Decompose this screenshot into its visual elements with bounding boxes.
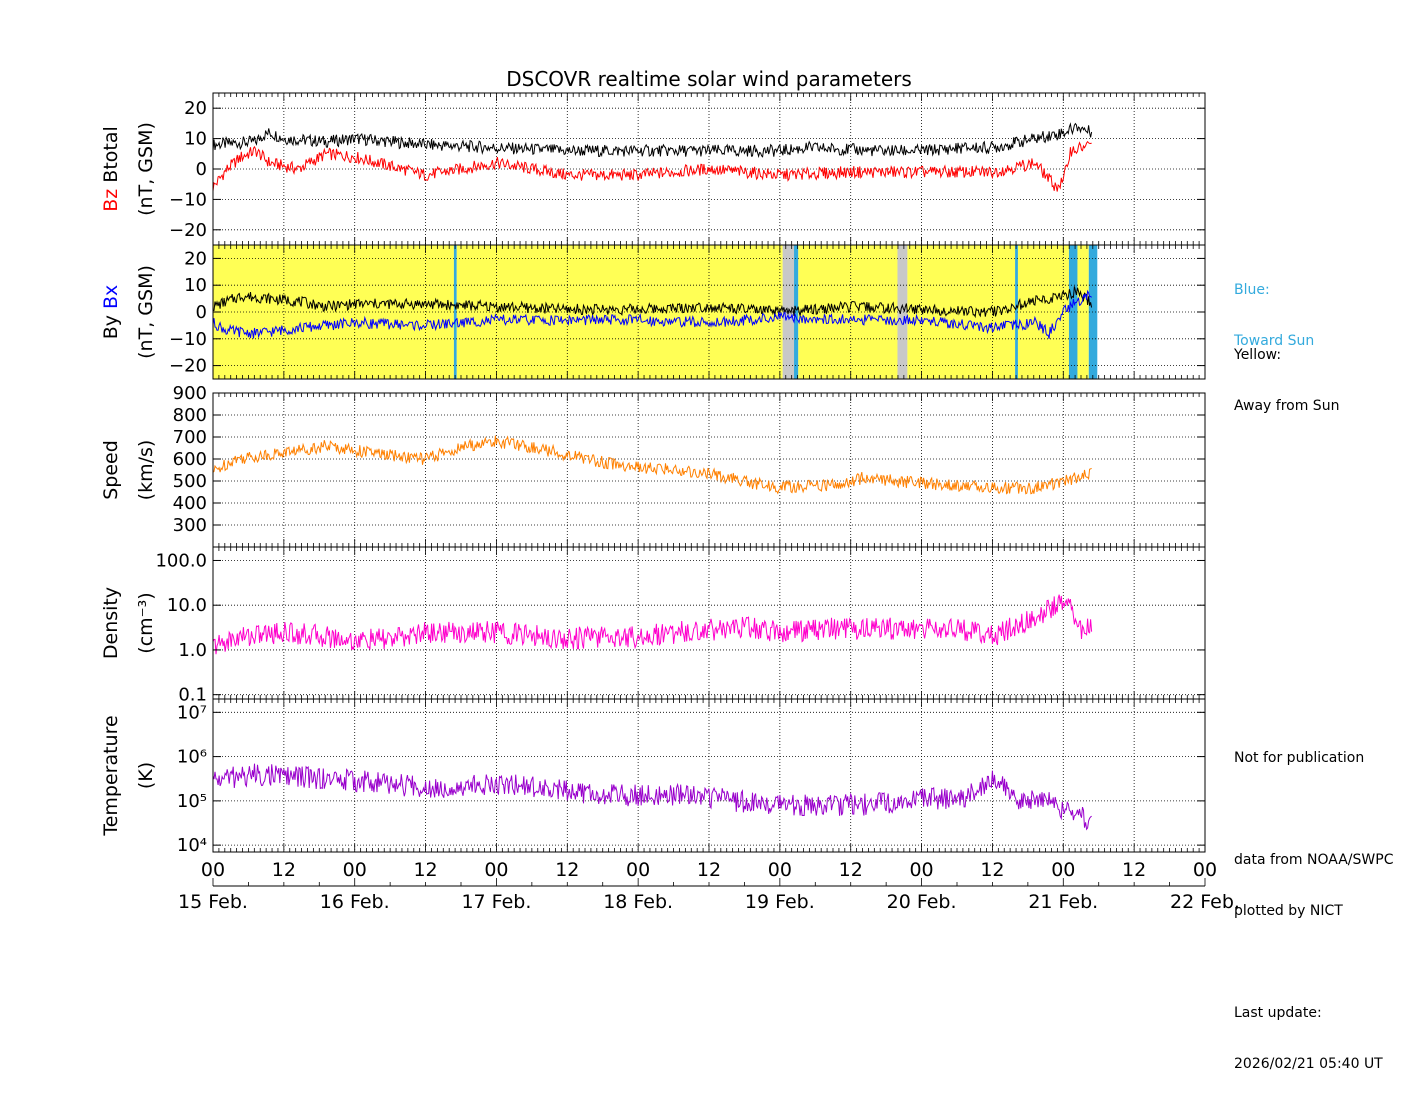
series-line-btotal [212,122,1093,159]
y-tick-label: 10 [184,275,207,296]
y-axis-title-components: Bz Btotal [100,126,122,212]
sector-band-toward [1015,245,1018,379]
y-tick-label: 10⁵ [177,791,207,812]
y-tick-label: 10⁶ [177,747,207,768]
series-line-bz [212,140,1092,192]
y-axis-units: (cm⁻³) [135,592,157,653]
y-axis-title: Density [100,587,122,659]
x-date-label: 15 Feb. [178,891,248,913]
y-tick-label: 900 [173,383,207,404]
series-line-speed [212,435,1092,495]
y-axis-title: Temperature [100,715,122,836]
y-tick-label: 10 [184,129,207,150]
btotal-label: Btotal [100,126,122,182]
y-axis-units: (K) [135,762,157,789]
x-hour-label: 12 [413,859,437,881]
y-axis-title-units: (nT, GSM) [135,265,157,359]
series-line-bx [212,289,1092,339]
y-tick-label: 0.1 [178,685,207,706]
toward-sun-note: Blue: Toward Sun [1234,248,1314,384]
solar-wind-dashboard: DSCOVR realtime solar wind parameters 20… [100,67,1393,1072]
y-axis-title-units: (nT, GSM) [135,122,157,216]
x-hour-label: 00 [768,859,792,881]
chart-title: DSCOVR realtime solar wind parameters [506,67,912,91]
y-tick-label: 500 [173,471,207,492]
x-date-label: 16 Feb. [320,891,390,913]
sector-band-gap [897,245,908,379]
sector-band-away [1017,245,1069,379]
y-tick-label: 0 [196,302,207,323]
x-hour-label: 12 [555,859,579,881]
sector-band-toward [1068,245,1078,379]
x-date-label: 19 Feb. [745,891,815,913]
y-tick-label: −20 [169,356,207,377]
x-hour-label: 12 [697,859,721,881]
bz-label: Bz [100,183,122,212]
x-date-label: 18 Feb. [603,891,673,913]
y-tick-label: 100.0 [155,550,207,571]
data-series [212,122,1093,831]
series-line-density [212,594,1093,655]
x-date-label: 17 Feb. [461,891,531,913]
away-from-sun-note: Yellow: Away from Sun [1234,313,1339,449]
y-tick-label: 10.0 [167,595,207,616]
y-tick-label: −20 [169,220,207,241]
x-date-label: 20 Feb. [887,891,957,913]
x-hour-label: 00 [1051,859,1075,881]
toward-sun-label-2: Toward Sun [1234,333,1315,349]
toward-sun-label-1: Blue: [1234,282,1270,298]
plotter-text: plotted by NICT [1234,903,1343,919]
sector-band-toward [794,245,799,379]
y-tick-label: 400 [173,493,207,514]
y-tick-label: 600 [173,449,207,470]
data-source-text: data from NOAA/SWPC [1234,852,1394,868]
y-tick-label: 700 [173,427,207,448]
x-date-label: 21 Feb. [1028,891,1098,913]
y-axis-title: Speed [100,440,122,500]
x-hour-label: 12 [272,859,296,881]
sector-band-away [456,245,783,379]
x-hour-label: 00 [626,859,650,881]
x-hour-label: 00 [201,859,225,881]
y-axis-title-components: By Bx [100,285,122,340]
x-hour-label: 00 [909,859,933,881]
x-hour-label: 00 [484,859,508,881]
y-tick-label: 20 [184,98,207,119]
y-tick-label: 20 [184,248,207,269]
x-hour-label: 12 [839,859,863,881]
last-update-time: 2026/02/21 05:40 UT [1234,1056,1383,1072]
y-tick-label: 800 [173,405,207,426]
not-for-publication-text: Not for publication [1234,750,1365,766]
series-line-temperature [212,763,1092,831]
away-from-sun-label-1: Yellow: [1234,347,1282,363]
x-hour-label: 12 [980,859,1004,881]
last-update-label: Last update: [1234,1005,1322,1021]
by-label: By [100,309,122,339]
x-date-label: 22 Feb. [1170,891,1240,913]
y-tick-label: 300 [173,515,207,536]
y-tick-label: −10 [169,189,207,210]
axis-labels: 20 10 0 −10 −20 Bz Btotal (nT, GSM) 20 10 0 −10 −20… [100,98,1240,913]
y-tick-label: 10⁴ [177,835,207,856]
publication-note: Not for publication data from NOAA/SWPC … [1234,716,1393,1107]
x-hour-label: 00 [1193,859,1217,881]
solar-wind-plot: DSCOVR realtime solar wind parameters 20… [100,67,1240,913]
sector-band-away [907,245,1016,379]
sector-band-toward [453,245,457,379]
y-tick-label: 10⁷ [177,702,207,723]
axis-ticks [212,93,1206,886]
x-hour-label: 00 [343,859,367,881]
sector-band-away [798,245,898,379]
y-tick-label: −10 [169,329,207,350]
sector-band-toward [1088,245,1098,379]
away-from-sun-label-2: Away from Sun [1234,398,1340,414]
x-hour-label: 12 [1122,859,1146,881]
series-line-by [212,286,1093,319]
bx-label: Bx [100,285,122,309]
imf-sector-shading [213,245,1098,379]
y-tick-label: 0 [196,159,207,180]
y-tick-label: 1.0 [178,640,207,661]
panel-frame-5 [212,698,1206,853]
y-axis-units: (km/s) [135,440,157,501]
